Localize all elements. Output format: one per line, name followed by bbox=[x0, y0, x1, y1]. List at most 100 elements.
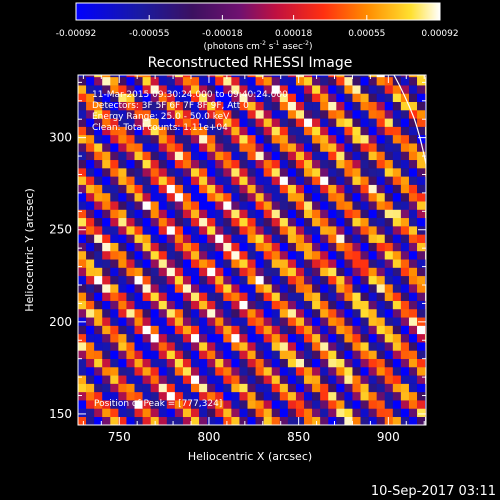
heatmap-cell bbox=[408, 168, 418, 177]
heatmap-cell bbox=[328, 151, 337, 161]
chart-title: Reconstructed RHESSI Image bbox=[148, 55, 353, 71]
heatmap-cell bbox=[86, 168, 95, 177]
heatmap-cell bbox=[320, 93, 329, 103]
heatmap-cell bbox=[392, 333, 402, 343]
heatmap-cell bbox=[174, 176, 184, 185]
heatmap-cell bbox=[126, 192, 135, 202]
heatmap-cell bbox=[182, 176, 192, 185]
heatmap-cell bbox=[360, 308, 369, 318]
heatmap-cell bbox=[239, 101, 248, 111]
heatmap-cell bbox=[118, 134, 127, 144]
heatmap-cell bbox=[376, 275, 386, 285]
heatmap-cell bbox=[247, 292, 256, 301]
heatmap-cell bbox=[255, 416, 264, 425]
heatmap-cell bbox=[408, 143, 418, 152]
heatmap-cell bbox=[263, 317, 273, 326]
heatmap-cell bbox=[392, 192, 402, 202]
heatmap-cell bbox=[134, 101, 143, 111]
heatmap-cell bbox=[247, 143, 256, 152]
heatmap-cell bbox=[110, 101, 119, 111]
heatmap-cell bbox=[417, 110, 426, 119]
heatmap-cell bbox=[352, 143, 361, 152]
heatmap-cell bbox=[126, 284, 135, 293]
heatmap-cell bbox=[239, 292, 248, 301]
heatmap-cell bbox=[295, 184, 305, 194]
heatmap-cell bbox=[158, 134, 168, 144]
heatmap-cell bbox=[78, 217, 87, 227]
heatmap-cell bbox=[368, 101, 377, 111]
plot-frame bbox=[77, 74, 427, 426]
heatmap-cell bbox=[223, 110, 232, 119]
heatmap-cell bbox=[336, 383, 345, 393]
heatmap-cell bbox=[263, 75, 273, 78]
heatmap-cell bbox=[174, 375, 184, 384]
heatmap-cell bbox=[295, 75, 305, 78]
x-tick-label: 750 bbox=[108, 430, 131, 444]
heatmap-cell bbox=[174, 275, 184, 285]
heatmap-cell bbox=[255, 325, 264, 335]
heatmap-cell bbox=[94, 184, 103, 194]
heatmap-cell bbox=[102, 267, 111, 277]
heatmap-cell bbox=[126, 75, 135, 78]
heatmap-cell bbox=[344, 168, 353, 177]
heatmap-cell bbox=[207, 159, 216, 169]
heatmap-cell bbox=[191, 176, 200, 185]
heatmap-cell bbox=[182, 342, 192, 351]
heatmap-cell bbox=[231, 184, 240, 194]
heatmap-cell bbox=[86, 300, 95, 310]
heatmap-cell bbox=[199, 383, 208, 393]
heatmap-cell bbox=[207, 275, 216, 285]
heatmap-cell bbox=[86, 234, 95, 243]
heatmap-cell bbox=[255, 101, 264, 111]
heatmap-cell bbox=[336, 134, 345, 144]
heatmap-cell bbox=[328, 118, 337, 127]
heatmap-cell bbox=[263, 284, 273, 293]
heatmap-cell bbox=[215, 366, 224, 376]
heatmap-cell bbox=[295, 358, 305, 368]
heatmap-cell bbox=[295, 192, 305, 202]
heatmap-cell bbox=[182, 217, 192, 227]
heatmap-cell bbox=[118, 416, 127, 425]
heatmap-cell bbox=[336, 275, 345, 285]
heatmap-cell bbox=[304, 383, 313, 393]
heatmap-cell bbox=[247, 416, 256, 425]
heatmap-cell bbox=[86, 342, 95, 351]
heatmap-cell bbox=[295, 325, 305, 335]
heatmap-cell bbox=[174, 85, 184, 94]
heatmap-cell bbox=[174, 308, 184, 318]
heatmap-cell bbox=[344, 176, 353, 185]
heatmap-cell bbox=[392, 234, 402, 243]
heatmap-cell bbox=[191, 93, 200, 103]
heatmap-cell bbox=[223, 118, 232, 127]
heatmap-cell bbox=[207, 226, 216, 235]
heatmap-cell bbox=[142, 226, 151, 235]
heatmap-cell bbox=[304, 75, 313, 78]
heatmap-cell bbox=[247, 151, 256, 161]
heatmap-cell bbox=[166, 176, 176, 185]
heatmap-cell bbox=[158, 416, 168, 425]
heatmap-cell bbox=[417, 342, 426, 351]
heatmap-cell bbox=[320, 134, 329, 144]
heatmap-cell bbox=[352, 400, 361, 409]
heatmap-cell bbox=[247, 250, 256, 260]
heatmap-cell bbox=[271, 275, 281, 285]
heatmap-cell bbox=[408, 391, 418, 401]
heatmap-cell bbox=[158, 143, 168, 152]
heatmap-cell bbox=[295, 201, 305, 210]
heatmap-cell bbox=[392, 101, 402, 111]
heatmap-cell bbox=[344, 75, 353, 78]
heatmap-cell bbox=[231, 110, 240, 119]
heatmap-cell bbox=[255, 284, 264, 293]
heatmap-cell bbox=[150, 267, 160, 277]
heatmap-cell bbox=[223, 275, 232, 285]
heatmap-cell bbox=[360, 110, 369, 119]
heatmap-cell bbox=[376, 201, 386, 210]
heatmap-cell bbox=[174, 391, 184, 401]
heatmap-cell bbox=[247, 284, 256, 293]
heatmap-cell bbox=[239, 76, 248, 86]
heatmap-cell bbox=[408, 259, 418, 268]
heatmap-cell bbox=[126, 416, 135, 425]
heatmap-cell bbox=[312, 300, 321, 310]
heatmap-cell bbox=[304, 342, 313, 351]
heatmap-cell bbox=[417, 201, 426, 210]
